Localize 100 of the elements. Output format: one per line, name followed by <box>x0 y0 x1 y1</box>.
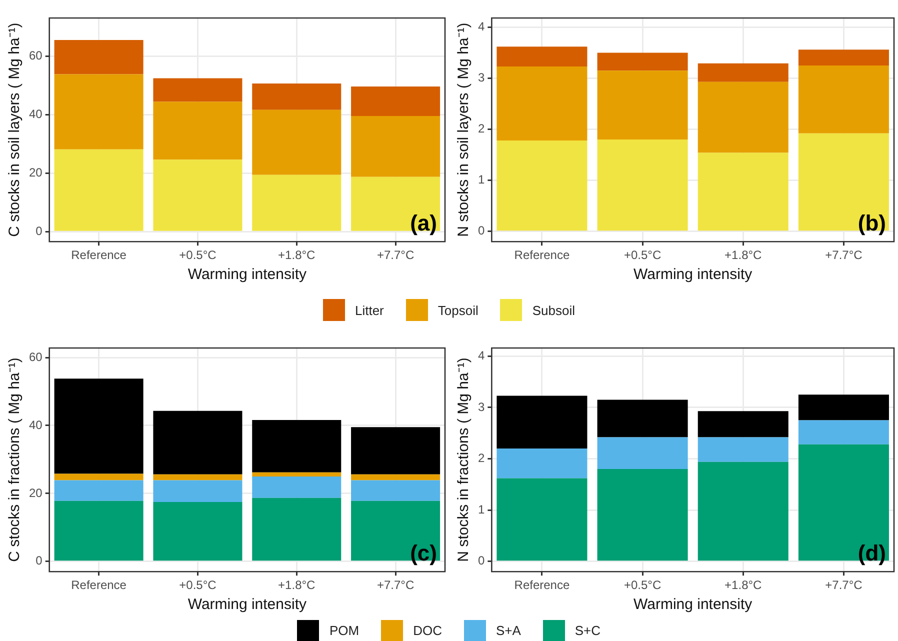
y-tick-label: 1 <box>478 502 485 516</box>
annotation: (c) <box>410 540 437 566</box>
x-axis-title: Warming intensity <box>188 266 307 284</box>
bar <box>496 478 588 561</box>
x-tick-label: +1.8°C <box>278 248 316 262</box>
bar <box>496 140 588 231</box>
y-tick-label: 20 <box>28 165 43 180</box>
y-tick-label: 20 <box>28 486 43 500</box>
bar <box>496 66 588 141</box>
x-tick-label: Reference <box>514 248 570 262</box>
bar <box>798 50 889 66</box>
y-tick-label: 40 <box>28 106 43 121</box>
x-tick-label: +0.5°C <box>179 248 217 262</box>
bar <box>153 474 242 480</box>
bar <box>54 74 144 150</box>
bar <box>597 52 688 71</box>
bar <box>698 82 788 153</box>
x-tick-label: +7.7°C <box>825 248 863 262</box>
bar <box>798 394 889 420</box>
y-tick-label: 3 <box>478 400 485 414</box>
x-tick-label: +0.5°C <box>179 578 217 592</box>
legend-label: Subsoil <box>532 302 575 318</box>
bar <box>351 474 440 480</box>
bar <box>351 86 440 116</box>
bar <box>252 84 342 110</box>
y-tick-label: 2 <box>478 451 485 466</box>
y-tick-label: 3 <box>478 70 485 85</box>
y-tick-label: 40 <box>28 418 43 432</box>
y-axis-title: N stocks in soil layers ( Mg ha⁻¹) <box>455 22 472 237</box>
bar <box>252 498 342 561</box>
x-tick-label: +1.8°C <box>724 578 762 592</box>
bar <box>597 70 688 140</box>
y-tick-label: 1 <box>478 172 485 187</box>
legend-label: DOC <box>413 623 442 638</box>
bar <box>54 474 144 480</box>
bar <box>54 378 144 474</box>
bar <box>698 462 788 561</box>
legend-label: Topsoil <box>438 302 478 318</box>
bar <box>351 480 440 501</box>
y-axis-title: N stocks in fractions ( Mg ha⁻¹) <box>455 358 472 562</box>
bar <box>496 448 588 478</box>
y-tick-label: 4 <box>478 20 485 34</box>
annotation: (d) <box>858 540 886 566</box>
bar <box>351 116 440 177</box>
y-tick-label: 2 <box>478 122 485 136</box>
bar <box>351 427 440 474</box>
bar <box>153 102 242 160</box>
bar <box>153 160 242 231</box>
bar <box>496 46 588 66</box>
bar <box>798 65 889 134</box>
y-tick-label: 4 <box>478 348 485 363</box>
legend-label: Litter <box>354 302 384 318</box>
bar <box>597 400 688 438</box>
bar <box>54 480 144 501</box>
bar <box>597 437 688 470</box>
bar <box>252 476 342 498</box>
y-tick-label: 0 <box>478 224 485 238</box>
bar <box>252 420 342 472</box>
y-tick-label: 60 <box>28 48 43 62</box>
bar <box>153 410 242 474</box>
annotation: (b) <box>858 210 886 236</box>
x-tick-label: +1.8°C <box>278 578 316 592</box>
x-tick-label: +7.7°C <box>376 578 414 592</box>
x-tick-label: Reference <box>71 248 127 262</box>
x-tick-label: Reference <box>514 578 570 592</box>
x-tick-label: +7.7°C <box>376 248 414 262</box>
legend-label: S+A <box>496 623 521 638</box>
bar <box>798 420 889 444</box>
bar <box>252 110 342 175</box>
y-tick-label: 0 <box>36 224 43 238</box>
y-tick-label: 60 <box>28 350 43 364</box>
bar <box>153 78 242 102</box>
bar <box>54 40 144 74</box>
x-tick-label: +0.5°C <box>624 248 662 262</box>
legend-label: S+C <box>574 623 601 638</box>
bar <box>496 396 588 449</box>
x-tick-label: +1.8°C <box>724 248 762 262</box>
bar <box>698 411 788 438</box>
bar <box>597 140 688 231</box>
bar <box>252 174 342 231</box>
x-axis-title: Warming intensity <box>634 596 753 614</box>
x-axis-title: Warming intensity <box>634 266 753 284</box>
bar <box>597 469 688 561</box>
bar <box>153 480 242 502</box>
annotation: (a) <box>410 210 437 236</box>
bar <box>698 152 788 231</box>
legend-label: POM <box>329 623 360 638</box>
x-tick-label: +7.7°C <box>825 578 863 592</box>
x-tick-label: Reference <box>71 578 127 592</box>
bar <box>54 149 144 231</box>
bar <box>252 472 342 476</box>
y-axis-title: C stocks in fractions ( Mg ha⁻¹) <box>6 358 24 562</box>
bar <box>54 500 144 561</box>
y-tick-label: 0 <box>478 554 485 568</box>
y-axis-title: C stocks in soil layers ( Mg ha⁻¹) <box>6 22 24 237</box>
bar <box>698 63 788 82</box>
bar <box>698 437 788 462</box>
y-tick-label: 0 <box>36 554 43 568</box>
x-tick-label: +0.5°C <box>624 578 662 592</box>
x-axis-title: Warming intensity <box>188 596 307 614</box>
